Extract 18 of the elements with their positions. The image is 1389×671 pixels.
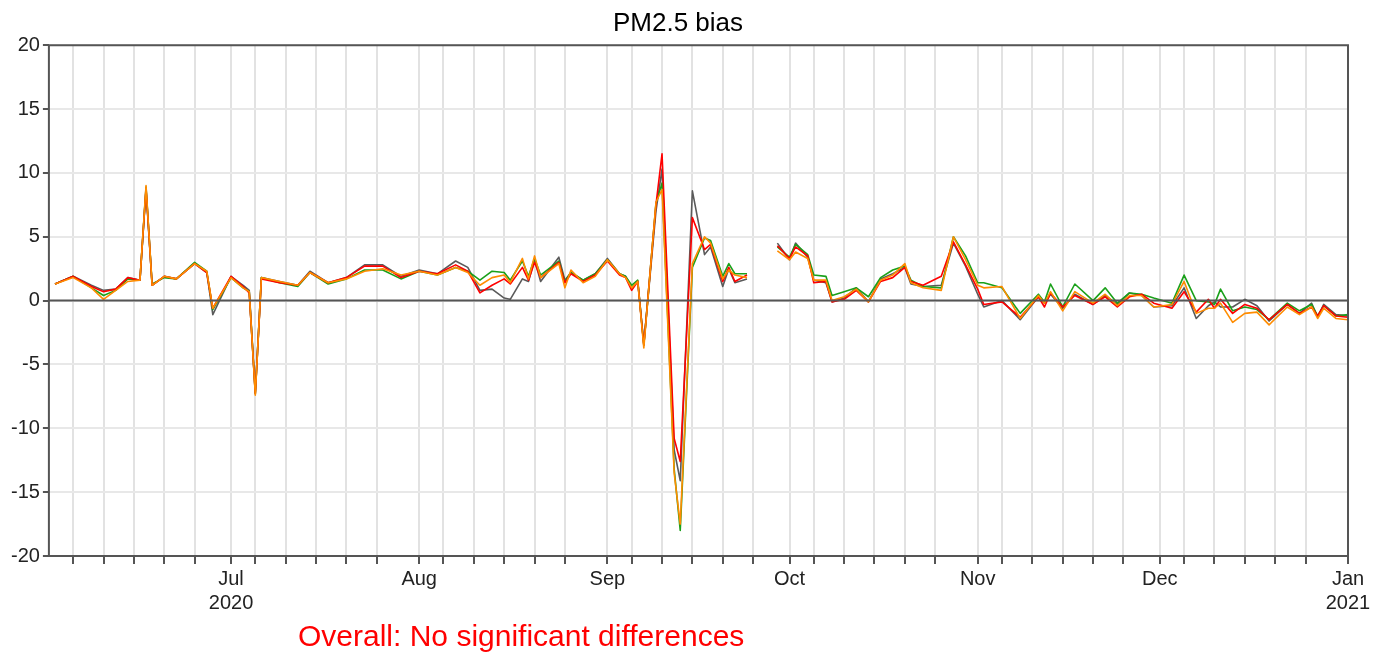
y-tick-label: 20 [17,32,40,55]
y-tick-label: -20 [11,543,40,566]
x-tick-label: Jan 2021 [1325,566,1371,613]
chart-title: PM2.5 bias [612,6,744,37]
x-tick-label: Aug [401,566,438,589]
y-tick-label: 0 [28,288,40,311]
y-tick-label: -15 [11,479,40,502]
y-tick-label: 10 [17,160,40,183]
y-tick-label: -5 [22,351,40,374]
y-tick-label: 5 [28,224,40,247]
x-tick-label: Oct [773,566,806,589]
x-tick-label: Sep [589,566,626,589]
y-tick-label: -10 [11,415,40,438]
y-tick-label: 15 [17,96,40,119]
x-tick-label: Nov [959,566,996,589]
x-tick-label: Dec [1142,566,1178,589]
x-tick-label: Jul 2020 [208,566,254,613]
text: Overall: No significant differences [298,618,746,654]
